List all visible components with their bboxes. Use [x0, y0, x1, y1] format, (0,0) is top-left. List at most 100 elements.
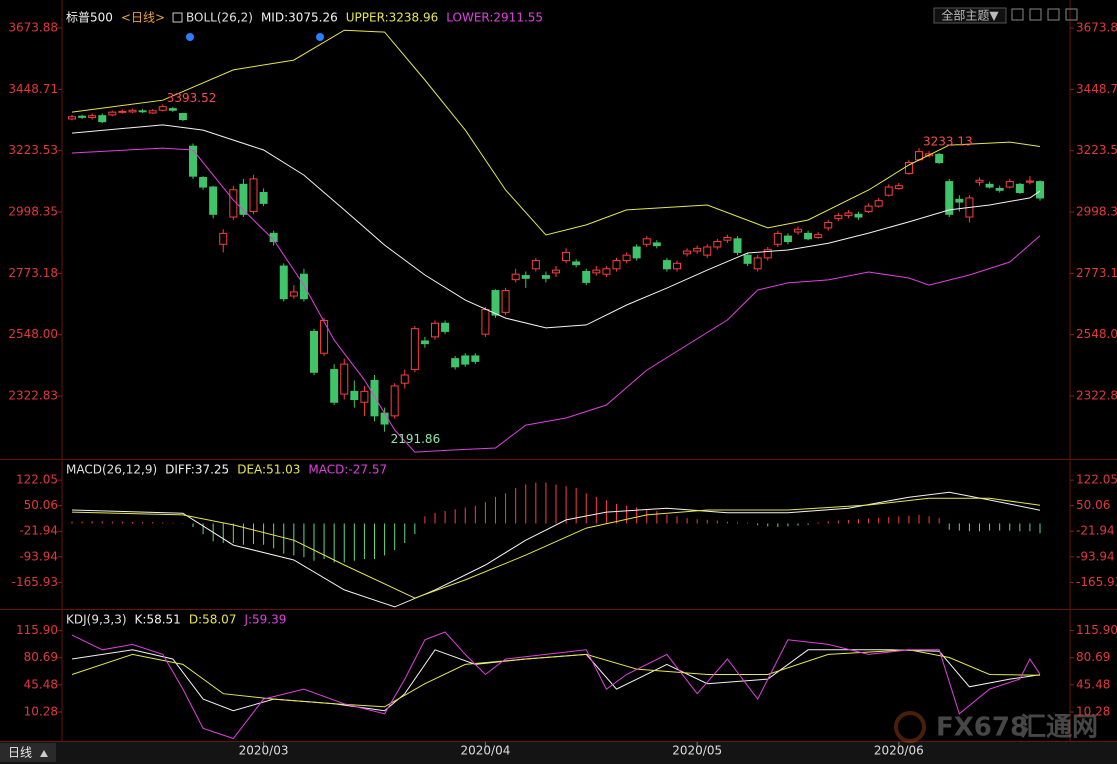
- y-tick-label: 2998.35: [8, 205, 58, 219]
- candle-body: [269, 232, 278, 243]
- candle-body: [683, 250, 692, 255]
- candle-body: [713, 241, 722, 248]
- x-tick-label: 2020/03: [239, 744, 289, 758]
- frame: [0, 0, 1117, 742]
- candle-body: [320, 320, 329, 354]
- candle-body: [340, 363, 349, 395]
- indicator-line: [71, 29, 1041, 236]
- candle-body: [209, 186, 218, 215]
- candle-body: [410, 328, 419, 371]
- legend-item: K:58.51: [135, 613, 181, 627]
- event-dot[interactable]: [186, 33, 194, 41]
- candle-body: [1025, 180, 1034, 183]
- candle-body: [178, 113, 187, 121]
- candle-body: [652, 242, 661, 247]
- y-tick-label-right: 45.48: [1076, 677, 1110, 691]
- candle-body: [420, 340, 429, 345]
- candle-body: [229, 189, 238, 218]
- candle-body: [279, 265, 288, 300]
- y-tick-label-right: 10.28: [1076, 705, 1110, 719]
- indicator-line: [71, 497, 1041, 599]
- y-tick-label-right: -93.94: [1076, 549, 1115, 563]
- candle-body: [703, 246, 712, 256]
- candle-body: [451, 358, 460, 368]
- y-tick-label-right: -21.94: [1076, 524, 1115, 538]
- legend-item: D:58.07: [189, 613, 237, 627]
- candle-body: [743, 254, 752, 264]
- candle-body: [904, 162, 913, 174]
- y-tick-label: 45.48: [24, 677, 58, 691]
- y-tick-label-right: 3673.88: [1076, 21, 1117, 35]
- candle-body: [834, 215, 843, 219]
- candle-body: [68, 116, 76, 120]
- candle-body: [572, 261, 581, 266]
- y-tick-label-right: 115.90: [1076, 623, 1117, 637]
- y-tick-label: -165.93: [12, 575, 58, 589]
- y-tick-label: -93.94: [19, 549, 58, 563]
- y-tick-label-right: 2773.18: [1076, 266, 1117, 280]
- candle-body: [138, 110, 147, 113]
- candle-body: [310, 330, 318, 373]
- y-tick-label: 2548.00: [8, 327, 58, 341]
- candle-body: [239, 183, 248, 215]
- y-tick-label: 2322.83: [8, 389, 58, 403]
- legend-item: UPPER:3238.96: [346, 11, 438, 25]
- y-tick-label: 115.90: [16, 623, 58, 637]
- y-tick-label-right: 80.69: [1076, 650, 1110, 664]
- window-icons[interactable]: [1011, 8, 1078, 21]
- candle-body: [541, 275, 550, 279]
- candle-body: [390, 385, 399, 417]
- watermark-name: 汇通网: [1020, 713, 1098, 743]
- indicator-line: [71, 491, 1041, 608]
- legend-item: <日线>: [121, 11, 165, 25]
- candle-body: [773, 232, 782, 245]
- x-tick-label: 2020/05: [672, 744, 722, 758]
- y-tick-label: 3673.88: [8, 21, 58, 35]
- candle-body: [330, 369, 339, 403]
- extreme-label: 2191.86: [391, 432, 441, 446]
- candle-body: [753, 257, 762, 270]
- candle-body: [148, 110, 157, 114]
- y-tick-label-right: 3223.53: [1076, 143, 1117, 157]
- y-tick-label: 2773.18: [8, 266, 58, 280]
- indicator-icon: [172, 12, 183, 23]
- theme-button[interactable]: [933, 7, 1007, 24]
- candle-body: [824, 221, 833, 229]
- candle-body: [461, 355, 470, 365]
- candle-body: [299, 273, 308, 300]
- candle-body: [431, 322, 439, 338]
- event-dot[interactable]: [316, 33, 324, 41]
- candle-body: [531, 260, 540, 270]
- indicator-line: [71, 631, 1041, 740]
- y-tick-label: -21.94: [19, 524, 58, 538]
- candle-body: [673, 262, 681, 270]
- candle-body: [491, 290, 500, 316]
- period-tab[interactable]: [0, 743, 56, 762]
- y-tick-label-right: -165.93: [1076, 575, 1117, 589]
- legend-item: BOLL(26,2): [186, 11, 253, 25]
- y-tick-label: 80.69: [24, 650, 58, 664]
- candle-body: [249, 178, 258, 213]
- footer-bar: [0, 742, 1117, 764]
- candle-body: [955, 198, 964, 203]
- candle-body: [199, 177, 208, 188]
- y-tick-label-right: 122.05: [1076, 473, 1117, 487]
- candle-body: [108, 111, 117, 116]
- candle-body: [985, 183, 994, 188]
- indicator-line: [71, 147, 1041, 453]
- candle-body: [602, 268, 611, 275]
- candle-body: [844, 212, 853, 217]
- candle-body: [562, 251, 571, 262]
- candle-body: [874, 200, 883, 207]
- candle-body: [642, 238, 651, 245]
- candle-body: [693, 247, 702, 252]
- candle-body: [945, 181, 954, 215]
- candle-body: [975, 179, 984, 183]
- y-tick-label: 3448.71: [8, 82, 58, 96]
- extreme-label: 3393.52: [167, 91, 217, 105]
- candle-body: [98, 115, 107, 123]
- legend-item: MACD:-27.57: [308, 463, 387, 477]
- candle-body: [78, 115, 87, 118]
- candle-body: [88, 115, 97, 119]
